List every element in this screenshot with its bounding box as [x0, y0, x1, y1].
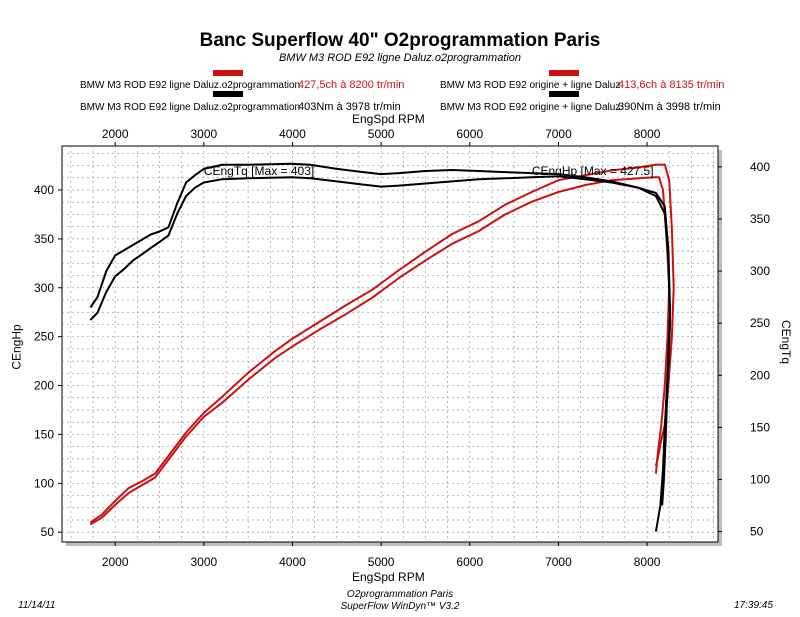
y-tick-label-left: 350 — [34, 232, 54, 246]
y-tick-label-left: 200 — [34, 379, 54, 393]
legend-label-hp-ligne: BMW M3 ROD E92 ligne Daluz.o2programmati… — [80, 80, 301, 91]
series-line-1 — [89, 163, 675, 524]
x-tick-label-top: 7000 — [545, 127, 572, 141]
x-tick-label: 6000 — [456, 555, 483, 569]
y-tick-label-right: 150 — [750, 420, 770, 434]
footer-time: 17:39:45 — [734, 600, 773, 611]
chart-subtitle: BMW M3 ROD E92 ligne Daluz.o2programmati… — [278, 52, 522, 64]
annotations: CEngTq [Max = 403] CEngHp [Max = 427.5] — [204, 164, 654, 178]
axes: 2000 2000 3000 3000 4000 4000 5000 5000 6000 6000… — [34, 127, 770, 569]
x-tick-label-top: 2000 — [102, 127, 129, 141]
legend-swatch-tq-ligne — [213, 91, 243, 97]
y-tick-label-right: 350 — [750, 212, 770, 226]
x-axis-label-top: EngSpd RPM — [352, 112, 425, 126]
x-tick-label: 8000 — [634, 555, 661, 569]
legend-value-tq-ligne: 403Nm à 3978 tr/min — [298, 101, 401, 113]
y-tick-label-right: 200 — [750, 368, 770, 382]
legend-swatch-tq-origine — [549, 91, 579, 97]
series-line-4 — [89, 175, 672, 506]
y-tick-label-left: 300 — [34, 281, 54, 295]
y-tick-label-right: 100 — [750, 472, 770, 486]
y-tick-label-left: 50 — [41, 525, 55, 539]
legend-swatch-hp-ligne — [213, 70, 243, 76]
x-tick-label: 3000 — [190, 555, 217, 569]
footer-software: SuperFlow WinDyn™ V3.2 — [340, 601, 460, 612]
legend-label-tq-ligne: BMW M3 ROD E92 ligne Daluz.o2programmati… — [80, 102, 301, 113]
x-tick-label-top: 4000 — [279, 127, 306, 141]
y-tick-label-left: 150 — [34, 427, 54, 441]
series-lines — [89, 162, 675, 532]
y-tick-label-right: 50 — [750, 525, 764, 539]
x-tick-label: 4000 — [279, 555, 306, 569]
legend-value-hp-ligne: 427,5ch à 8200 tr/min — [298, 79, 405, 91]
x-tick-label-top: 5000 — [368, 127, 395, 141]
y-tick-label-right: 250 — [750, 316, 770, 330]
chart-title: Banc Superflow 40" O2programmation Paris — [199, 30, 601, 51]
legend-label-tq-origine: BMW M3 ROD E92 origine + ligne Daluz — [440, 102, 621, 113]
y-tick-label-left: 400 — [34, 183, 54, 197]
grid — [61, 145, 722, 546]
plot-frame — [61, 145, 719, 543]
x-tick-label: 2000 — [102, 555, 129, 569]
footer-company: O2programmation Paris — [346, 589, 454, 600]
legend-swatch-hp-origine — [549, 70, 579, 76]
x-tick-label-top: 6000 — [456, 127, 483, 141]
x-axis-label: EngSpd RPM — [352, 570, 425, 584]
x-tick-label-top: 8000 — [634, 127, 661, 141]
x-tick-label: 5000 — [368, 555, 395, 569]
legend-label-hp-origine: BMW M3 ROD E92 origine + ligne Daluz — [440, 80, 621, 91]
y-tick-label-right: 300 — [750, 264, 770, 278]
legend-value-tq-origine: 390Nm à 3998 tr/min — [618, 101, 721, 113]
footer-date: 11/14/11 — [18, 600, 56, 611]
y-tick-label-right: 400 — [750, 160, 770, 174]
x-tick-label: 7000 — [545, 555, 572, 569]
x-tick-label-top: 3000 — [190, 127, 217, 141]
legend-value-hp-origine: 413,6ch à 8135 tr/min — [618, 79, 725, 91]
y-tick-label-left: 100 — [34, 476, 54, 490]
annotation-2: CEngHp [Max = 427.5] — [532, 164, 654, 178]
y-tick-label-left: 250 — [34, 330, 54, 344]
annotation-1: CEngTq [Max = 403] — [204, 164, 314, 178]
